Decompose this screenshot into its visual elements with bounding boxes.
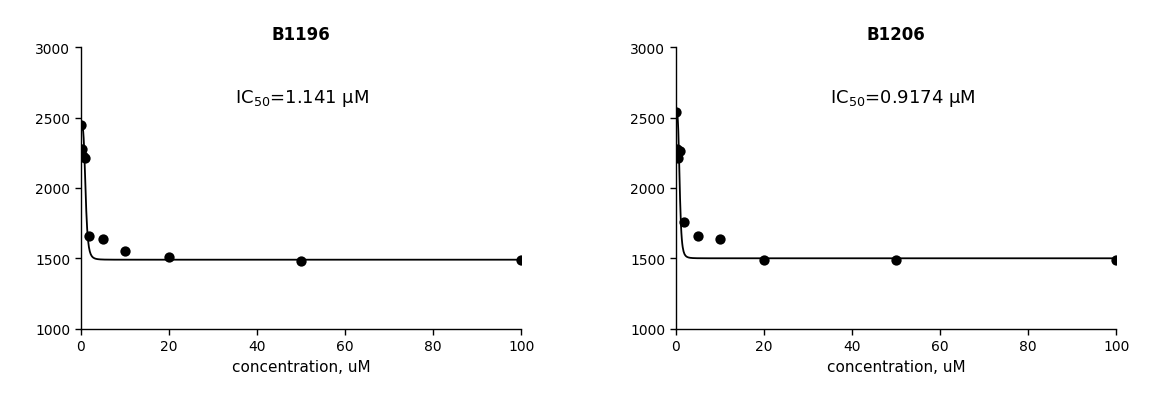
- Title: B1206: B1206: [867, 26, 925, 44]
- Point: [887, 257, 906, 263]
- Point: [291, 258, 310, 265]
- Title: B1196: B1196: [272, 26, 330, 44]
- Point: [93, 236, 112, 242]
- Point: [73, 146, 91, 152]
- Point: [666, 109, 685, 116]
- Point: [671, 149, 689, 155]
- Text: IC$_{50}$=1.141 μM: IC$_{50}$=1.141 μM: [235, 88, 369, 109]
- Point: [160, 254, 178, 261]
- Point: [71, 122, 90, 128]
- Point: [1107, 257, 1126, 263]
- X-axis label: concentration, uM: concentration, uM: [826, 359, 966, 374]
- Point: [115, 248, 134, 255]
- Point: [676, 219, 694, 225]
- X-axis label: concentration, uM: concentration, uM: [231, 359, 371, 374]
- Point: [755, 257, 773, 263]
- Point: [668, 146, 686, 152]
- Text: IC$_{50}$=0.9174 μM: IC$_{50}$=0.9174 μM: [830, 88, 976, 109]
- Point: [669, 156, 687, 162]
- Point: [710, 236, 729, 242]
- Point: [688, 233, 707, 239]
- Point: [76, 156, 94, 162]
- Point: [74, 153, 92, 159]
- Point: [81, 233, 99, 239]
- Point: [512, 257, 531, 263]
